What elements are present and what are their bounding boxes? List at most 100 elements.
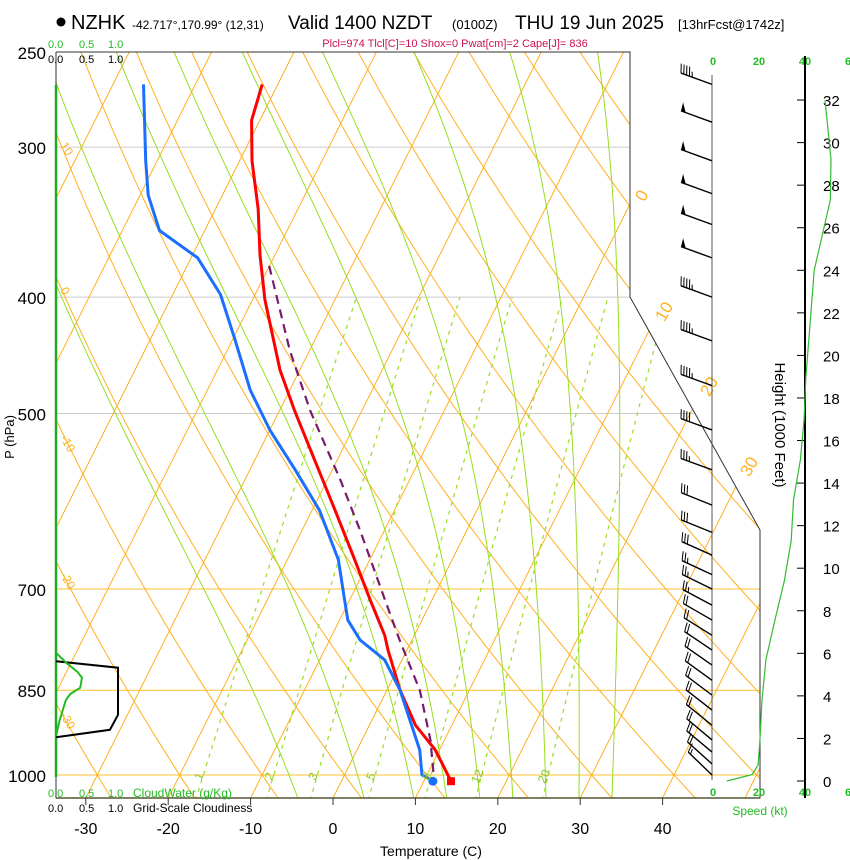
pressure-tick-label: 850 <box>18 682 46 701</box>
wind-barb-feather <box>684 566 687 576</box>
wind-speed-profile-line <box>726 99 832 782</box>
dry-adiabat-label: 0 <box>57 285 73 298</box>
sounding-indices: Plcl=974 Tlcl[C]=10 Shox=0 Pwat[cm]=2 Ca… <box>322 38 587 50</box>
mixing-ratio-line <box>474 296 609 798</box>
wind-barb-staff <box>680 181 713 195</box>
speed-tick-label-bottom: 6 <box>845 787 850 799</box>
wind-barb-feather <box>681 565 685 575</box>
mixing-ratio-line <box>194 296 358 798</box>
dry-adiabat-line <box>56 52 448 798</box>
wind-barb-feather <box>684 651 689 662</box>
moist-adiabat-line <box>237 52 481 798</box>
temperature-tick-label: 40 <box>654 821 672 838</box>
speed-tick-label-bottom: 20 <box>753 787 765 799</box>
wind-barb-feather <box>687 653 692 663</box>
wind-barb-feather <box>683 608 687 618</box>
wind-barb <box>680 364 713 387</box>
dry-adiabat-label: -10 <box>57 433 78 455</box>
wind-barb <box>687 743 713 776</box>
wind-barb-feather <box>688 711 693 721</box>
mixing-ratio-line <box>541 296 669 798</box>
cloudwater-tick-top: 0.5 <box>79 39 94 51</box>
wind-barb <box>680 238 713 259</box>
mixing-ratio-line <box>265 296 422 798</box>
speed-tick-label-top: 6 <box>845 56 850 68</box>
wind-barb-feather <box>680 510 683 521</box>
isotherm-line <box>84 52 465 798</box>
dry-adiabat-line <box>56 52 114 798</box>
wind-barb-feather <box>686 638 691 649</box>
wind-barb-flag <box>680 141 686 152</box>
wind-barb-feather <box>686 624 691 634</box>
mixing-ratio-line <box>423 296 564 798</box>
isotherm-label: 0 <box>631 187 652 205</box>
wind-barb-staff <box>685 674 713 696</box>
wind-barb-staff <box>680 212 713 226</box>
wind-barb-staff <box>680 110 713 123</box>
wind-barbs <box>680 63 713 780</box>
wind-barb <box>684 651 713 681</box>
wind-barb-staff <box>687 751 713 776</box>
wind-barb <box>680 141 713 162</box>
wind-barb-staff <box>684 631 713 651</box>
wind-barb-staff <box>684 645 713 666</box>
dry-adiabat-line <box>56 52 281 798</box>
wind-barb-feather <box>689 734 694 745</box>
dry-adiabat-line <box>246 52 760 798</box>
height-tick-label: 10 <box>823 561 840 578</box>
x-axis-label: Temperature (C) <box>380 843 482 859</box>
height-axis-label: Height (1000 Feet) <box>771 362 788 487</box>
cloudwater-label: CloudWater (g/Kg) <box>133 786 232 800</box>
isotherm-line <box>331 52 712 798</box>
wind-barb-feather <box>684 636 689 647</box>
wind-barb <box>681 551 713 576</box>
temperature-tick-label: 10 <box>407 821 425 838</box>
wind-barb-staff <box>680 328 713 342</box>
wind-barb-half-feather <box>687 587 690 593</box>
isotherm-label: 10 <box>651 299 677 325</box>
isotherm-line <box>56 52 300 798</box>
wind-barb <box>685 695 713 726</box>
dry-adiabat-line <box>302 52 760 798</box>
wind-barb-feather <box>684 622 688 632</box>
pressure-tick-label: 300 <box>18 139 46 158</box>
cloudwater-tick-bottom: 0.5 <box>79 788 94 800</box>
speed-tick-label-top: 20 <box>753 56 765 68</box>
wind-barb-feather <box>683 484 686 494</box>
wind-barb-feather <box>682 594 686 604</box>
wind-barb-feather <box>686 721 691 732</box>
height-tick-label: 12 <box>823 519 840 536</box>
wind-barb-staff <box>686 718 713 741</box>
wind-barb-flag <box>680 173 686 185</box>
wind-barb-feather <box>681 551 684 561</box>
height-tick-label: 6 <box>823 646 831 663</box>
temperature-tick-label: 30 <box>571 821 589 838</box>
wind-barb-feather <box>680 483 683 493</box>
isotherm-line <box>578 52 760 798</box>
height-tick-label: 2 <box>823 731 831 748</box>
valid-date: THU 19 Jun 2025 <box>515 13 664 34</box>
temperature-tick-label: -10 <box>239 821 262 838</box>
cloud-fraction-line <box>55 660 119 739</box>
speed-tick-label-top: 0 <box>710 56 716 68</box>
isotherm-line <box>56 52 135 798</box>
wind-barb-feather <box>682 580 685 590</box>
cloudwater-tick-top: 1.0 <box>108 39 123 51</box>
temperature-tick-label: -30 <box>74 821 97 838</box>
wind-barb <box>680 204 713 226</box>
wind-barb <box>682 594 713 621</box>
moist-adiabat-line <box>409 52 547 798</box>
y-axis-label: P (hPa) <box>2 415 17 459</box>
dry-adiabat-line <box>357 52 760 798</box>
wind-barb-staff <box>685 689 713 711</box>
wind-barb-feather <box>686 512 689 523</box>
wind-barb <box>680 63 713 86</box>
surface-temperature-marker <box>446 777 455 786</box>
cloudiness-tick-top: 0.0 <box>48 54 63 66</box>
cloudiness-tick-top: 0.5 <box>79 54 94 66</box>
dry-adiabat-line <box>468 52 760 798</box>
wind-barb-half-feather <box>689 748 693 755</box>
wind-barb-staff <box>680 245 713 259</box>
cloudiness-label: Grid-Scale Cloudiness <box>133 801 252 815</box>
temperature-tick-label: 20 <box>489 821 507 838</box>
